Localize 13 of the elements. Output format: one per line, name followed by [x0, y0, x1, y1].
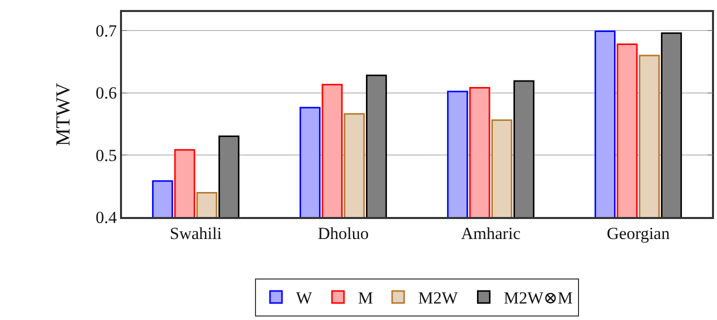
y-tick-label: 0.5: [96, 146, 117, 165]
y-tick-label: 0.4: [96, 208, 118, 227]
x-tick-label: Swahili: [170, 224, 222, 244]
y-tick-label: 0.7: [96, 22, 118, 41]
legend-label: M2W: [418, 288, 459, 308]
x-tick-label: Georgian: [606, 224, 670, 244]
legend-label: M2W⊗M: [504, 288, 573, 308]
legend-label: M: [358, 288, 374, 308]
x-tick-label: Dholuo: [318, 224, 369, 244]
x-tick-label: Amharic: [461, 224, 521, 244]
y-axis-title: MTWV: [52, 82, 75, 146]
legend-label: W: [296, 288, 313, 308]
y-tick-label: 0.6: [96, 84, 117, 103]
